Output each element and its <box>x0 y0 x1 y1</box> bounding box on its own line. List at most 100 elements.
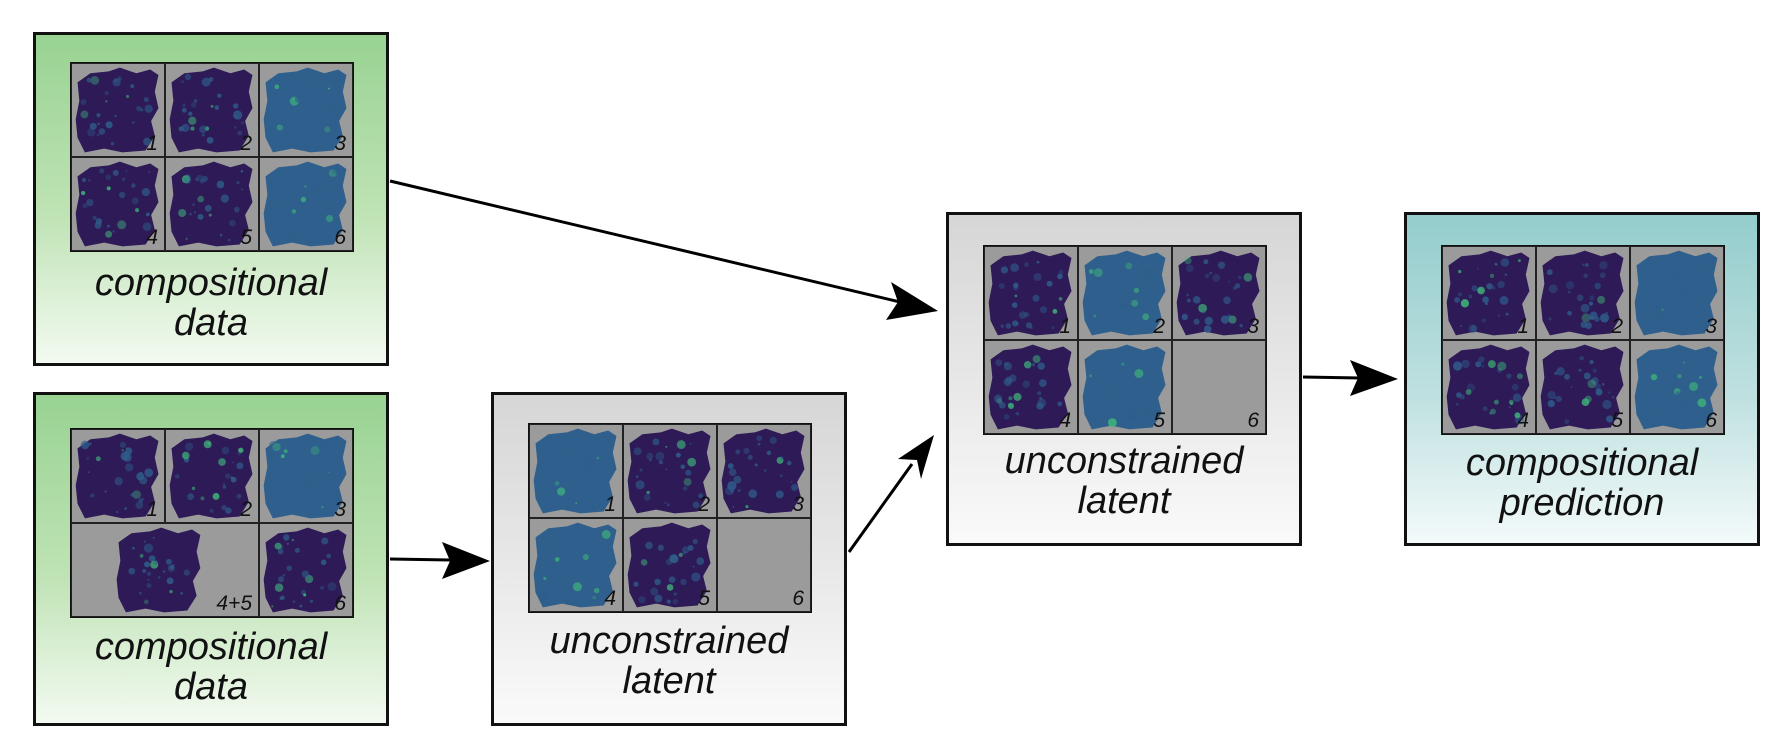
map-tile: 1 <box>71 63 165 157</box>
map-tile: 2 <box>1536 246 1630 340</box>
tile-number: 4 <box>146 226 158 249</box>
map-tile: 4 <box>529 518 623 612</box>
tile-number: 1 <box>604 493 616 516</box>
tile-number: 3 <box>1705 315 1717 338</box>
map-grid: 1 2 3 4 5 6 <box>528 423 812 613</box>
tile-number: 2 <box>698 493 710 516</box>
panel-unconstrained-latent-bottom: 1 2 3 4 5 6 unconstrained latent <box>491 392 847 726</box>
map-image <box>988 250 1072 336</box>
tile-number: 3 <box>334 132 346 155</box>
caption-line: prediction <box>1499 482 1665 524</box>
map-image <box>627 428 711 514</box>
map-image <box>169 161 253 247</box>
tile-number: 6 <box>1247 409 1259 432</box>
caption-line: compositional <box>94 626 328 668</box>
tile-number: 6 <box>334 226 346 249</box>
tile-number: 6 <box>1705 409 1717 432</box>
tile-number: 3 <box>334 498 346 521</box>
caption-line: latent <box>622 660 716 702</box>
tile-number: 1 <box>1059 315 1071 338</box>
caption-line: data <box>174 666 248 708</box>
map-tile: 5 <box>1536 340 1630 434</box>
map-tile-empty: 6 <box>1172 340 1266 434</box>
arrow-data-to-latent-top <box>389 179 938 320</box>
map-image <box>721 428 805 514</box>
panel-compositional-data-top: 1 2 3 4 5 6 compositional data <box>33 32 389 366</box>
map-image <box>1634 250 1718 336</box>
map-image <box>533 522 617 608</box>
map-image <box>533 428 617 514</box>
tile-number: 4+5 <box>216 592 252 615</box>
map-image <box>263 67 347 153</box>
map-tile: 5 <box>1078 340 1172 434</box>
map-image <box>263 161 347 247</box>
map-tile: 2 <box>165 429 259 523</box>
caption-line: compositional <box>1465 442 1699 484</box>
map-tile: 4 <box>1442 340 1536 434</box>
panel-compositional-prediction: 1 2 3 4 5 6 compositional prediction <box>1404 212 1760 546</box>
arrow-data-to-latent-bottom <box>389 542 490 579</box>
map-image <box>1082 344 1166 430</box>
panel-compositional-data-bottom: 1 2 3 4+5 6 compositional data <box>33 392 389 726</box>
map-image <box>1540 250 1624 336</box>
panel-unconstrained-latent-top: 1 2 3 4 5 6 unconstrained latent <box>946 212 1302 546</box>
map-image <box>169 433 253 519</box>
tile-number: 4 <box>1059 409 1071 432</box>
arrow-latent-to-latent <box>847 435 934 553</box>
map-image <box>75 67 159 153</box>
tile-number: 4 <box>604 587 616 610</box>
map-tile: 6 <box>1630 340 1724 434</box>
tile-number: 3 <box>1247 315 1259 338</box>
map-grid: 1 2 3 4 5 6 <box>1441 245 1725 435</box>
map-tile: 1 <box>529 424 623 518</box>
map-tile: 1 <box>71 429 165 523</box>
map-image <box>1540 344 1624 430</box>
map-tile: 5 <box>623 518 717 612</box>
map-grid: 1 2 3 4 5 6 <box>70 62 354 252</box>
panel-caption: unconstrained latent <box>494 621 844 701</box>
tile-number: 2 <box>240 498 252 521</box>
map-image <box>1446 250 1530 336</box>
map-image <box>116 527 201 613</box>
map-image <box>627 522 711 608</box>
map-image <box>75 433 159 519</box>
tile-number: 3 <box>792 493 804 516</box>
map-image <box>263 433 347 519</box>
map-tile: 3 <box>259 63 353 157</box>
tile-number: 5 <box>240 226 252 249</box>
caption-line: unconstrained <box>549 620 789 662</box>
tile-number: 2 <box>1153 315 1165 338</box>
panel-caption: compositional data <box>36 627 386 707</box>
map-tile: 6 <box>259 523 353 617</box>
map-tile: 6 <box>259 157 353 251</box>
map-image <box>1082 250 1166 336</box>
caption-line: latent <box>1077 480 1171 522</box>
panel-caption: compositional data <box>36 263 386 343</box>
map-tile: 5 <box>165 157 259 251</box>
tile-number: 1 <box>146 498 158 521</box>
tile-number: 5 <box>1153 409 1165 432</box>
tile-number: 5 <box>1611 409 1623 432</box>
map-image <box>988 344 1072 430</box>
caption-line: unconstrained <box>1004 440 1244 482</box>
map-tile: 1 <box>984 246 1078 340</box>
map-tile: 3 <box>1172 246 1266 340</box>
map-tile: 1 <box>1442 246 1536 340</box>
map-tile: 2 <box>1078 246 1172 340</box>
tile-number: 6 <box>334 592 346 615</box>
map-tile: 4 <box>984 340 1078 434</box>
map-tile: 2 <box>165 63 259 157</box>
panel-caption: unconstrained latent <box>949 441 1299 521</box>
map-tile: 3 <box>1630 246 1724 340</box>
caption-line: data <box>174 302 248 344</box>
tile-number: 1 <box>1517 315 1529 338</box>
map-tile-merged: 4+5 <box>71 523 259 617</box>
map-image <box>169 67 253 153</box>
tile-number: 1 <box>146 132 158 155</box>
tile-number: 2 <box>1611 315 1623 338</box>
map-image <box>75 161 159 247</box>
tile-number: 4 <box>1517 409 1529 432</box>
map-tile: 4 <box>71 157 165 251</box>
map-image <box>1176 250 1260 336</box>
map-image <box>263 527 347 613</box>
